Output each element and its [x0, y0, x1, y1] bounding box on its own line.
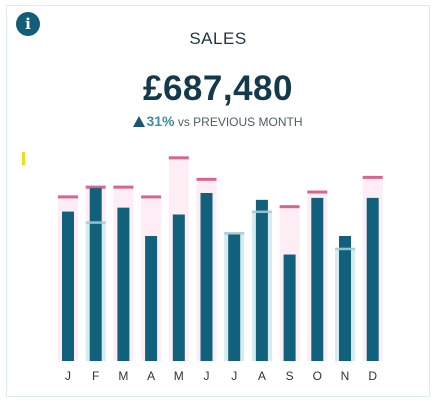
x-tick-label-5: J — [204, 369, 210, 383]
x-tick-label-0: J — [65, 369, 71, 383]
x-tick-label-1: F — [92, 369, 99, 383]
delta-comparison-label: vs PREVIOUS MONTH — [174, 115, 303, 129]
x-tick-label-2: M — [118, 369, 128, 383]
actual-bar-1 — [89, 188, 102, 361]
card-title: SALES — [189, 29, 247, 48]
previous-year-line-7 — [251, 210, 272, 214]
delta-line: 31% vs PREVIOUS MONTH — [7, 113, 429, 129]
sales-total: £687,480 — [143, 69, 293, 108]
info-icon[interactable]: i — [16, 12, 40, 36]
target-line-8 — [279, 205, 300, 209]
actual-bar-4 — [172, 214, 185, 361]
target-line-0 — [58, 195, 78, 199]
actual-bar-3 — [145, 235, 158, 361]
target-line-5 — [196, 177, 217, 181]
actual-bar-6 — [228, 234, 241, 361]
x-tick-label-11: D — [368, 369, 377, 383]
actual-bar-0 — [62, 211, 74, 361]
target-line-9 — [307, 190, 328, 194]
delta-percentage: 31% — [146, 113, 175, 129]
target-line-11 — [362, 175, 383, 179]
actual-bar-9 — [311, 197, 324, 361]
target-line-3 — [141, 195, 162, 199]
x-tick-label-10: N — [341, 369, 350, 383]
up-arrow-icon — [133, 116, 146, 127]
x-tick-label-9: O — [313, 369, 322, 383]
x-tick-label-4: M — [174, 369, 184, 383]
previous-year-line-1 — [85, 221, 106, 224]
highlight-marker — [22, 152, 25, 165]
actual-bar-10 — [339, 235, 351, 361]
target-line-2 — [113, 185, 134, 189]
target-line-4 — [168, 156, 189, 160]
x-tick-label-7: A — [258, 369, 266, 383]
actual-bar-5 — [200, 193, 213, 361]
previous-year-line-10 — [335, 247, 355, 251]
actual-bar-7 — [255, 199, 268, 361]
actual-bar-2 — [117, 207, 130, 361]
target-line-1 — [85, 185, 106, 189]
actual-bar-8 — [283, 254, 296, 361]
previous-year-line-6 — [224, 232, 245, 235]
x-tick-label-3: A — [147, 369, 155, 383]
x-tick-label-6: J — [231, 369, 237, 383]
actual-bar-11 — [366, 197, 379, 361]
sales-card: i SALES £687,480 31% vs PREVIOUS MONTH J… — [6, 5, 430, 397]
x-tick-label-8: S — [286, 369, 294, 383]
